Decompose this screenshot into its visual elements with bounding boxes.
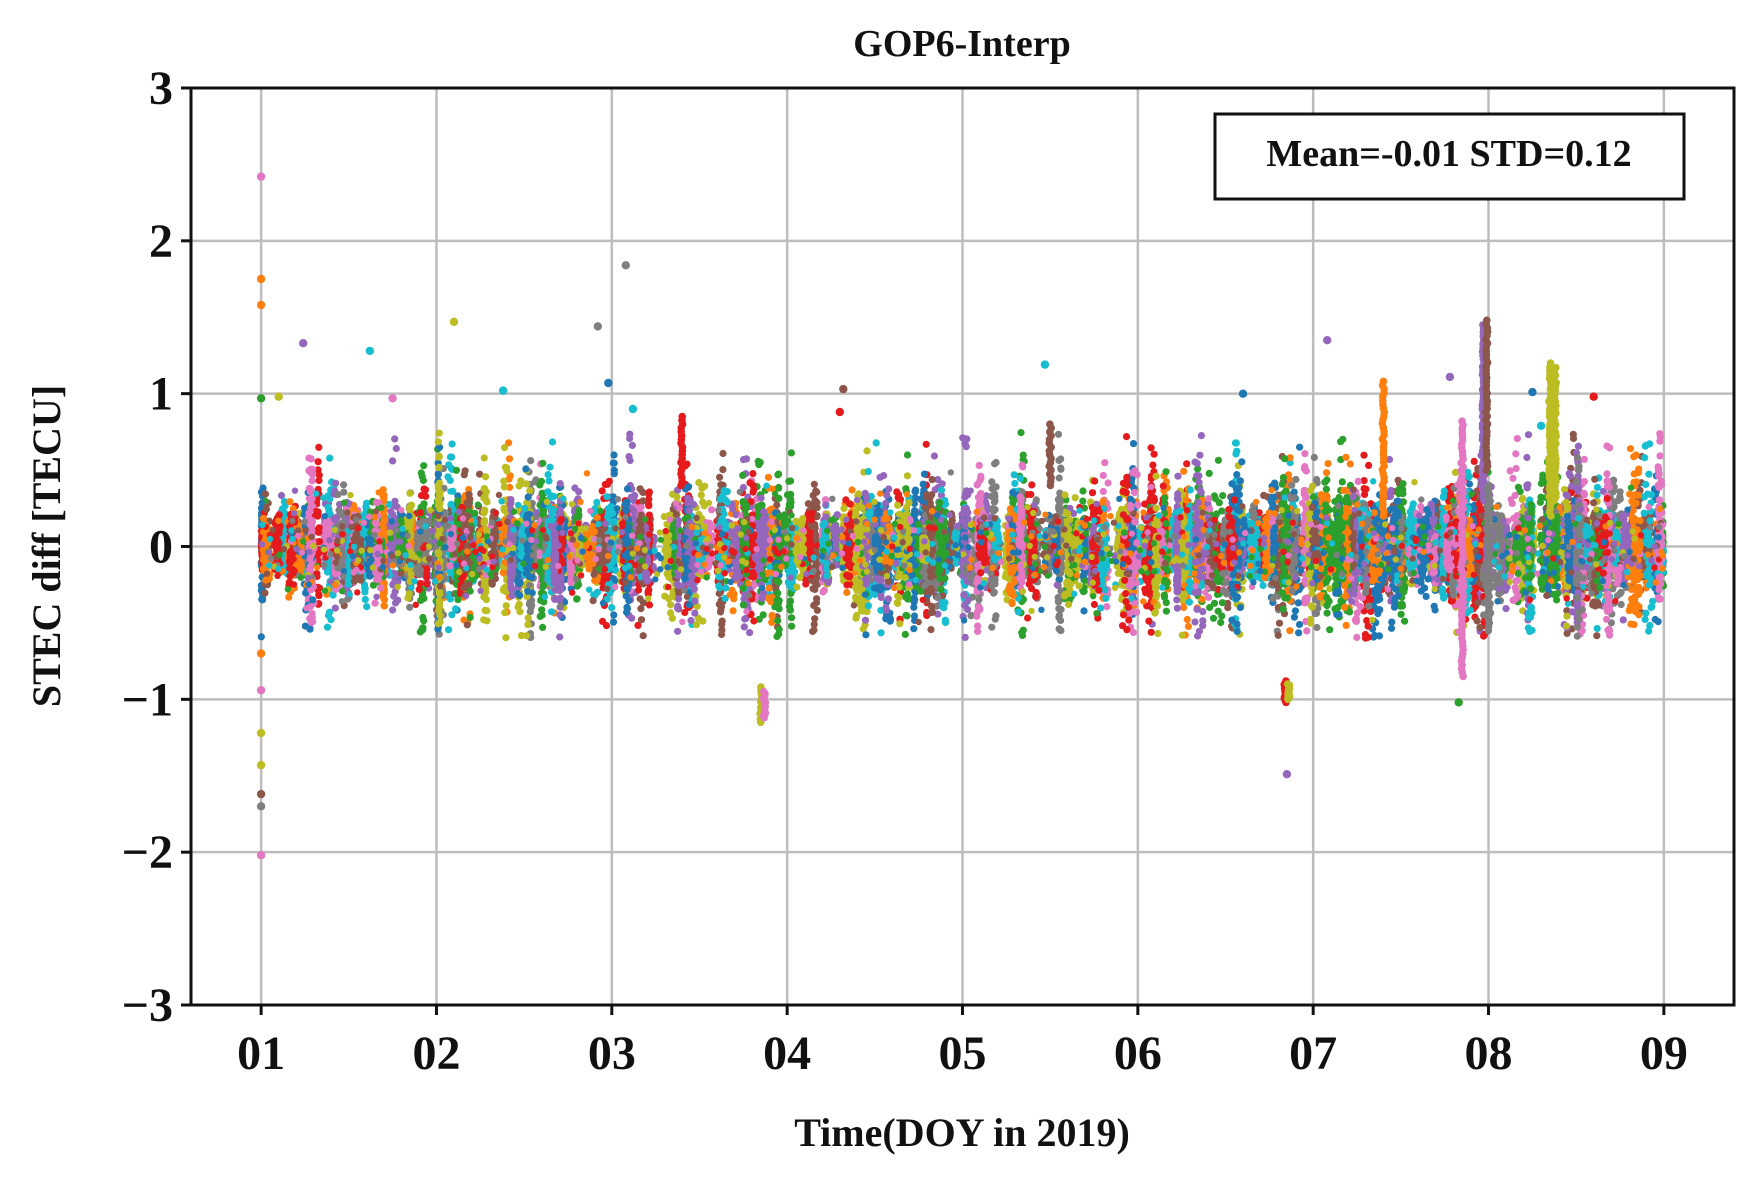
data-point: [389, 457, 397, 465]
data-point: [787, 449, 796, 457]
data-point: [1224, 604, 1232, 612]
data-point: [527, 457, 535, 465]
data-point: [1617, 600, 1625, 609]
data-point: [1346, 460, 1354, 468]
data-point: [1375, 632, 1383, 640]
data-point: [785, 501, 793, 509]
data-point: [922, 440, 930, 448]
data-point: [785, 477, 793, 485]
data-point: [1470, 457, 1478, 465]
data-point: [391, 599, 400, 607]
data-point: [340, 488, 348, 496]
data-point: [390, 592, 398, 600]
data-point: [786, 598, 794, 606]
data-point: [754, 457, 762, 465]
data-point: [526, 608, 534, 616]
data-point: [603, 480, 612, 488]
data-point: [1569, 434, 1578, 442]
data-point: [1183, 460, 1191, 468]
data-point: [758, 501, 766, 509]
data-point: [528, 601, 536, 609]
data-point: [667, 601, 675, 609]
data-point: [1563, 629, 1571, 638]
data-point: [977, 472, 985, 480]
data-point: [668, 614, 677, 622]
data-point: [746, 629, 754, 637]
data-point: [810, 480, 818, 488]
data-point: [389, 606, 397, 614]
points-layer: [256, 172, 1668, 860]
data-point: [593, 498, 601, 506]
data-point: [392, 444, 400, 453]
data-point: [740, 623, 748, 631]
data-point: [575, 488, 583, 496]
data-point: [391, 435, 399, 443]
data-point: [1616, 493, 1624, 501]
data-point: [742, 455, 751, 463]
data-point: [1417, 502, 1425, 511]
data-point: [257, 633, 265, 641]
data-point: [787, 614, 796, 622]
data-point: [788, 622, 796, 630]
data-point: [886, 617, 894, 625]
data-point: [1401, 617, 1409, 625]
data-point: [975, 461, 983, 469]
